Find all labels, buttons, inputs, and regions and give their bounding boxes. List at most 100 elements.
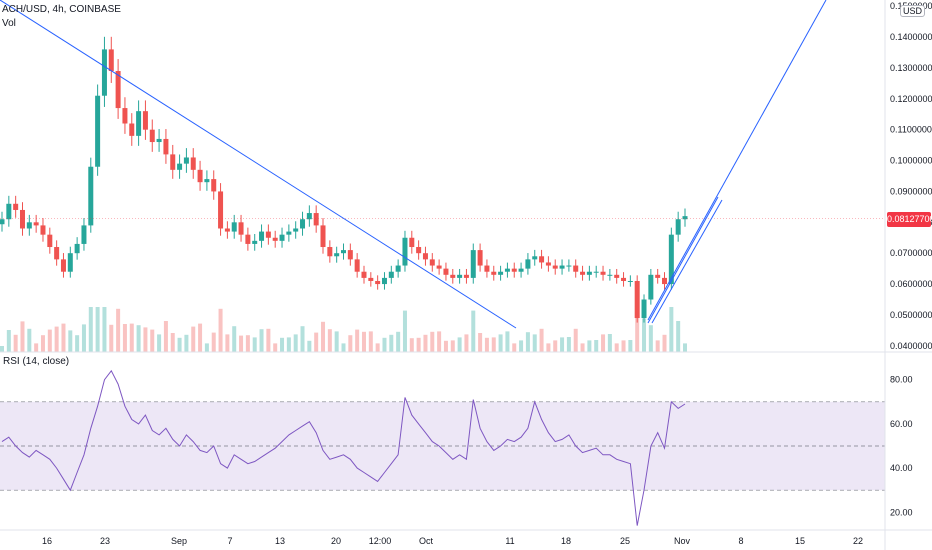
volume-bar bbox=[109, 324, 114, 352]
candle-body bbox=[67, 253, 73, 272]
candle-body bbox=[361, 271, 367, 278]
currency-badge[interactable]: USD bbox=[900, 5, 926, 17]
trendline bbox=[647, 0, 827, 321]
volume-bar bbox=[259, 329, 264, 352]
candle-body bbox=[327, 247, 333, 257]
candle-body bbox=[375, 280, 381, 285]
candle-body bbox=[648, 274, 654, 300]
volume-bar bbox=[594, 340, 599, 352]
volume-bar bbox=[293, 334, 298, 352]
candle-body bbox=[334, 253, 340, 257]
volume-bar bbox=[683, 343, 687, 352]
candle-body bbox=[484, 265, 490, 272]
volume-bar bbox=[47, 329, 52, 352]
volume-bar bbox=[450, 340, 455, 352]
candle-body bbox=[477, 250, 483, 266]
volume-bar bbox=[20, 321, 25, 352]
trendline bbox=[647, 196, 719, 324]
x-tick-label: 15 bbox=[795, 536, 805, 546]
candle-body bbox=[108, 49, 114, 72]
candle-body bbox=[0, 219, 5, 225]
candle-body bbox=[457, 274, 463, 278]
x-tick-label: 16 bbox=[42, 536, 52, 546]
candle-body bbox=[368, 277, 374, 281]
x-tick-label: 20 bbox=[331, 536, 341, 546]
volume-bar bbox=[443, 340, 448, 352]
volume-bar bbox=[573, 328, 578, 352]
symbol-line: ACH/USD, 4h, COINBASE bbox=[2, 4, 121, 15]
rsi-tick-label: 60.00 bbox=[890, 419, 913, 429]
volume-bar bbox=[648, 325, 653, 352]
candle-body bbox=[156, 138, 162, 143]
candle-body bbox=[395, 265, 401, 272]
volume-bar bbox=[614, 343, 619, 352]
rsi-tick-label: 80.00 bbox=[890, 375, 913, 385]
volume-bar bbox=[122, 324, 127, 352]
volume-bar bbox=[232, 326, 237, 352]
candle-body bbox=[300, 219, 306, 229]
volume-bar bbox=[607, 334, 612, 352]
candle-body bbox=[436, 265, 442, 269]
candle-body bbox=[122, 108, 128, 124]
candle-body bbox=[149, 129, 155, 143]
candle-body bbox=[586, 271, 592, 275]
candle-body bbox=[272, 237, 278, 241]
candle-body bbox=[580, 271, 586, 275]
candle-body bbox=[115, 71, 121, 109]
volume-bar bbox=[560, 337, 565, 352]
volume-bar bbox=[54, 326, 59, 352]
candle-body bbox=[354, 259, 360, 272]
volume-bar bbox=[484, 337, 489, 352]
candle-body bbox=[511, 268, 517, 272]
candle-body bbox=[6, 203, 12, 220]
candle-body bbox=[655, 274, 661, 278]
rsi-pane[interactable] bbox=[0, 369, 885, 526]
candle-body bbox=[491, 271, 497, 275]
candle-body bbox=[443, 268, 449, 275]
volume-bar bbox=[266, 328, 271, 352]
x-tick-label: 8 bbox=[738, 536, 743, 546]
candle-body bbox=[600, 271, 606, 275]
volume-bar bbox=[307, 340, 312, 352]
candle-body bbox=[662, 277, 668, 285]
volume-bar bbox=[116, 308, 121, 352]
candle-body bbox=[416, 247, 422, 254]
rsi-line bbox=[1, 369, 686, 526]
volume-bar bbox=[327, 329, 332, 352]
volume-bar bbox=[136, 325, 141, 352]
candle-body bbox=[259, 231, 265, 241]
volume-bar bbox=[157, 334, 162, 352]
candle-body bbox=[532, 256, 538, 260]
x-tick-label: Oct bbox=[419, 536, 434, 546]
candle-body bbox=[60, 259, 66, 272]
candle-body bbox=[13, 203, 19, 210]
x-tick-label: 18 bbox=[561, 536, 571, 546]
price-pane[interactable] bbox=[0, 0, 885, 352]
candle-body bbox=[177, 163, 183, 170]
volume-bar bbox=[150, 329, 155, 352]
volume-bar bbox=[355, 329, 360, 352]
volume-bar bbox=[382, 337, 387, 352]
volume-bar bbox=[437, 331, 442, 352]
volume-bar bbox=[40, 335, 45, 352]
candle-body bbox=[54, 247, 60, 260]
volume-bar bbox=[635, 307, 640, 352]
chart-legend: ACH/USD, 4h, COINBASE Vol bbox=[2, 3, 121, 31]
volume-bar bbox=[211, 332, 216, 352]
volume-bar bbox=[170, 333, 175, 352]
volume-bar bbox=[0, 346, 4, 352]
volume-label: Vol bbox=[2, 18, 16, 29]
candle-body bbox=[545, 262, 551, 266]
candle-body bbox=[504, 268, 510, 272]
volume-bar bbox=[88, 307, 93, 352]
volume-bar bbox=[662, 334, 667, 352]
volume-bar bbox=[102, 307, 107, 352]
volume-bar bbox=[361, 331, 366, 352]
volume-bar bbox=[676, 321, 681, 352]
candle-body bbox=[101, 49, 107, 96]
